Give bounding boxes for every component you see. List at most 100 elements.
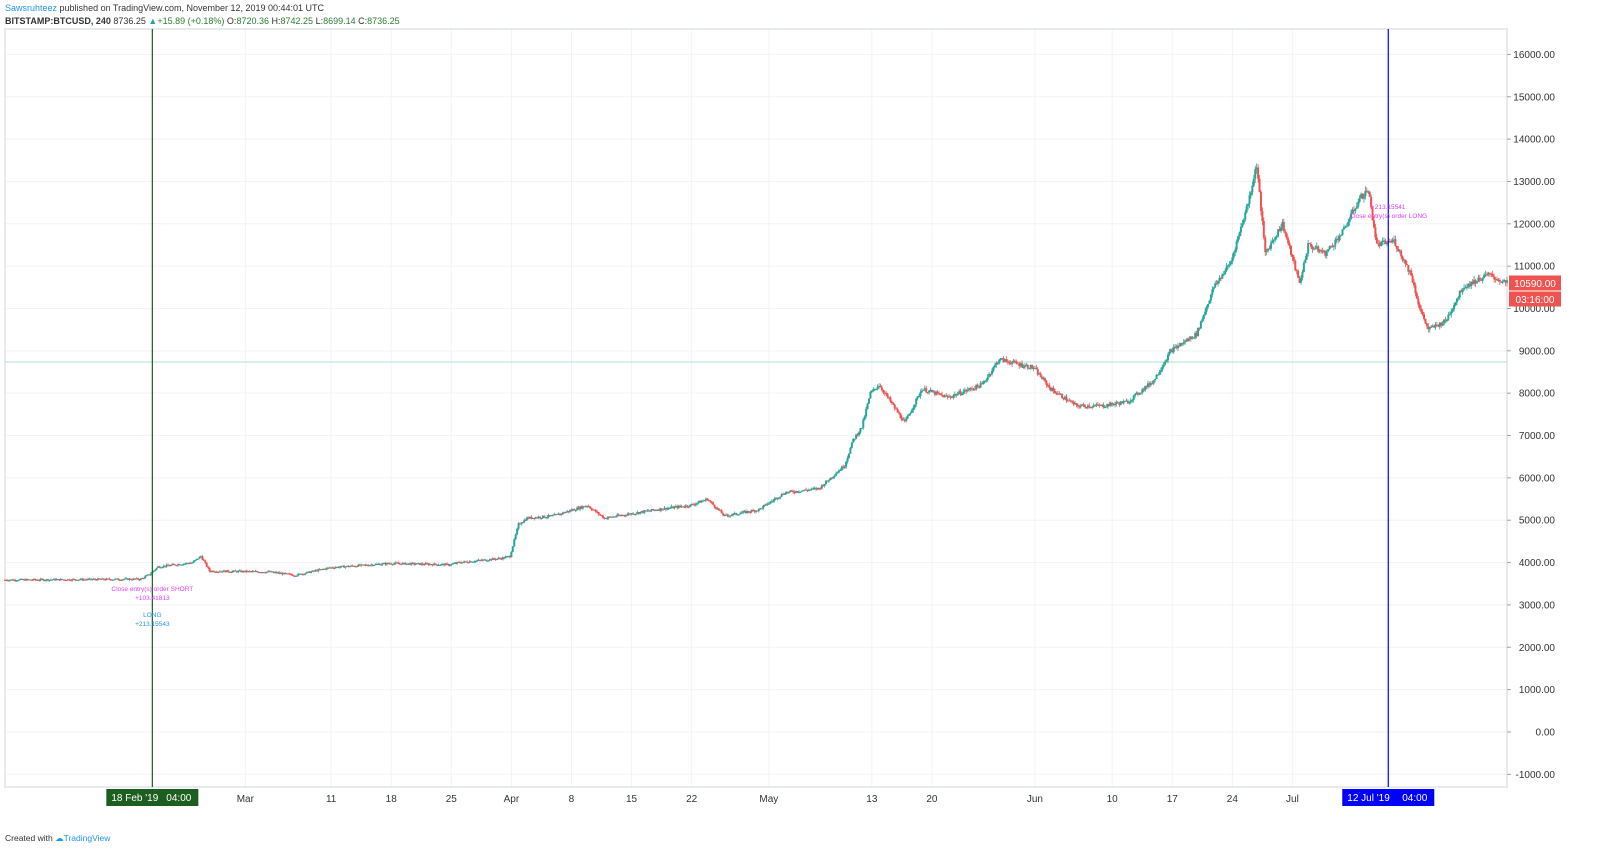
candle-body bbox=[58, 579, 61, 581]
candle-body bbox=[929, 389, 932, 391]
candle-body bbox=[1332, 245, 1335, 247]
candle-body bbox=[72, 579, 75, 581]
ohlc-close-label: C: bbox=[358, 16, 368, 26]
candle-body bbox=[365, 564, 368, 566]
candle-body bbox=[436, 564, 439, 566]
candle-body bbox=[772, 500, 775, 502]
candle-body bbox=[879, 385, 882, 388]
candle-body bbox=[343, 565, 346, 568]
candle-body bbox=[902, 419, 905, 421]
candle-body bbox=[1202, 314, 1205, 320]
candle-body bbox=[404, 562, 407, 565]
author-link[interactable]: Sawsruhteez bbox=[5, 3, 58, 13]
published-text: published on TradingView.com, November 1… bbox=[59, 3, 325, 13]
candle-body bbox=[1455, 298, 1458, 303]
candle-body bbox=[1417, 298, 1420, 305]
candle-body bbox=[370, 564, 373, 566]
candle-body bbox=[31, 579, 34, 581]
candle-body bbox=[544, 517, 547, 519]
candle-body bbox=[1324, 250, 1327, 256]
candle-body bbox=[880, 387, 883, 391]
candle-body bbox=[1195, 332, 1198, 336]
candle-body bbox=[353, 565, 356, 567]
tradingview-logo-text[interactable]: TradingView bbox=[63, 833, 111, 843]
candle-body bbox=[982, 381, 985, 384]
candle-body bbox=[706, 498, 709, 501]
candle-body bbox=[115, 578, 118, 580]
candle-body bbox=[201, 556, 204, 560]
candle-body bbox=[1239, 226, 1242, 233]
candle-body bbox=[979, 383, 982, 388]
candle-body bbox=[231, 571, 234, 573]
candle-body bbox=[1247, 203, 1250, 207]
candle-body bbox=[29, 579, 32, 581]
candle-body bbox=[912, 407, 915, 410]
candle-body bbox=[1187, 338, 1190, 342]
candle-body bbox=[617, 514, 620, 516]
candle-body bbox=[1043, 378, 1046, 381]
x-tick-label: Apr bbox=[504, 794, 520, 805]
candle-body bbox=[1109, 402, 1112, 406]
symbol-label[interactable]: BITSTAMP:BTCUSD, 240 bbox=[5, 16, 111, 26]
candle-body bbox=[1365, 190, 1368, 193]
candle-body bbox=[561, 512, 564, 514]
candle-body bbox=[413, 563, 416, 565]
candle-body bbox=[949, 396, 952, 398]
candle-body bbox=[65, 580, 68, 582]
candle-body bbox=[1058, 393, 1061, 395]
candle-body bbox=[840, 466, 843, 471]
candle-body bbox=[527, 517, 530, 519]
candle-body bbox=[1085, 406, 1088, 408]
candle-body bbox=[534, 517, 537, 519]
candle-body bbox=[780, 493, 783, 497]
candle-body bbox=[476, 560, 479, 562]
candle-body bbox=[1350, 213, 1353, 219]
candle-body bbox=[1483, 274, 1486, 279]
candle-body bbox=[1384, 240, 1387, 244]
candle-body bbox=[513, 539, 516, 547]
candle-body bbox=[714, 507, 717, 509]
candle-body bbox=[1382, 240, 1385, 242]
candle-body bbox=[669, 507, 672, 509]
candle-body bbox=[1437, 325, 1440, 327]
candle-body bbox=[272, 572, 275, 574]
candle-body bbox=[767, 503, 770, 505]
candle-body bbox=[866, 403, 869, 409]
candle-body bbox=[292, 575, 295, 577]
x-tick-label: 25 bbox=[446, 794, 458, 805]
candle-body bbox=[453, 563, 456, 565]
candle-body bbox=[308, 571, 311, 573]
candle-body bbox=[680, 506, 683, 508]
candle-body bbox=[477, 559, 480, 561]
candle-body bbox=[886, 393, 889, 398]
candle-body bbox=[580, 506, 583, 509]
candle-body bbox=[696, 502, 699, 504]
candle-body bbox=[318, 569, 321, 571]
candle-body bbox=[451, 563, 454, 565]
candle-body bbox=[1209, 294, 1212, 301]
candle-body bbox=[1434, 324, 1437, 328]
candle-body bbox=[1101, 404, 1104, 406]
candle-body bbox=[384, 563, 387, 565]
candle-body bbox=[159, 567, 162, 569]
candle-body bbox=[1114, 403, 1117, 406]
candle-body bbox=[1199, 321, 1202, 329]
candle-body bbox=[988, 373, 991, 377]
candle-body bbox=[991, 370, 994, 374]
candle-body bbox=[171, 564, 174, 566]
candle-body bbox=[1021, 363, 1024, 368]
candle-body bbox=[631, 513, 634, 515]
candle-body bbox=[450, 564, 453, 566]
candle-body bbox=[165, 564, 168, 567]
candle-body bbox=[1215, 283, 1218, 285]
candle-body bbox=[488, 559, 491, 561]
candle-body bbox=[1094, 405, 1097, 407]
candle-body bbox=[1484, 274, 1487, 276]
candle-body bbox=[493, 558, 496, 560]
candle-body bbox=[517, 523, 520, 529]
candle-body bbox=[1121, 401, 1124, 404]
candle-body bbox=[869, 392, 872, 399]
candle-body bbox=[1421, 311, 1424, 315]
candle-body bbox=[245, 570, 248, 572]
